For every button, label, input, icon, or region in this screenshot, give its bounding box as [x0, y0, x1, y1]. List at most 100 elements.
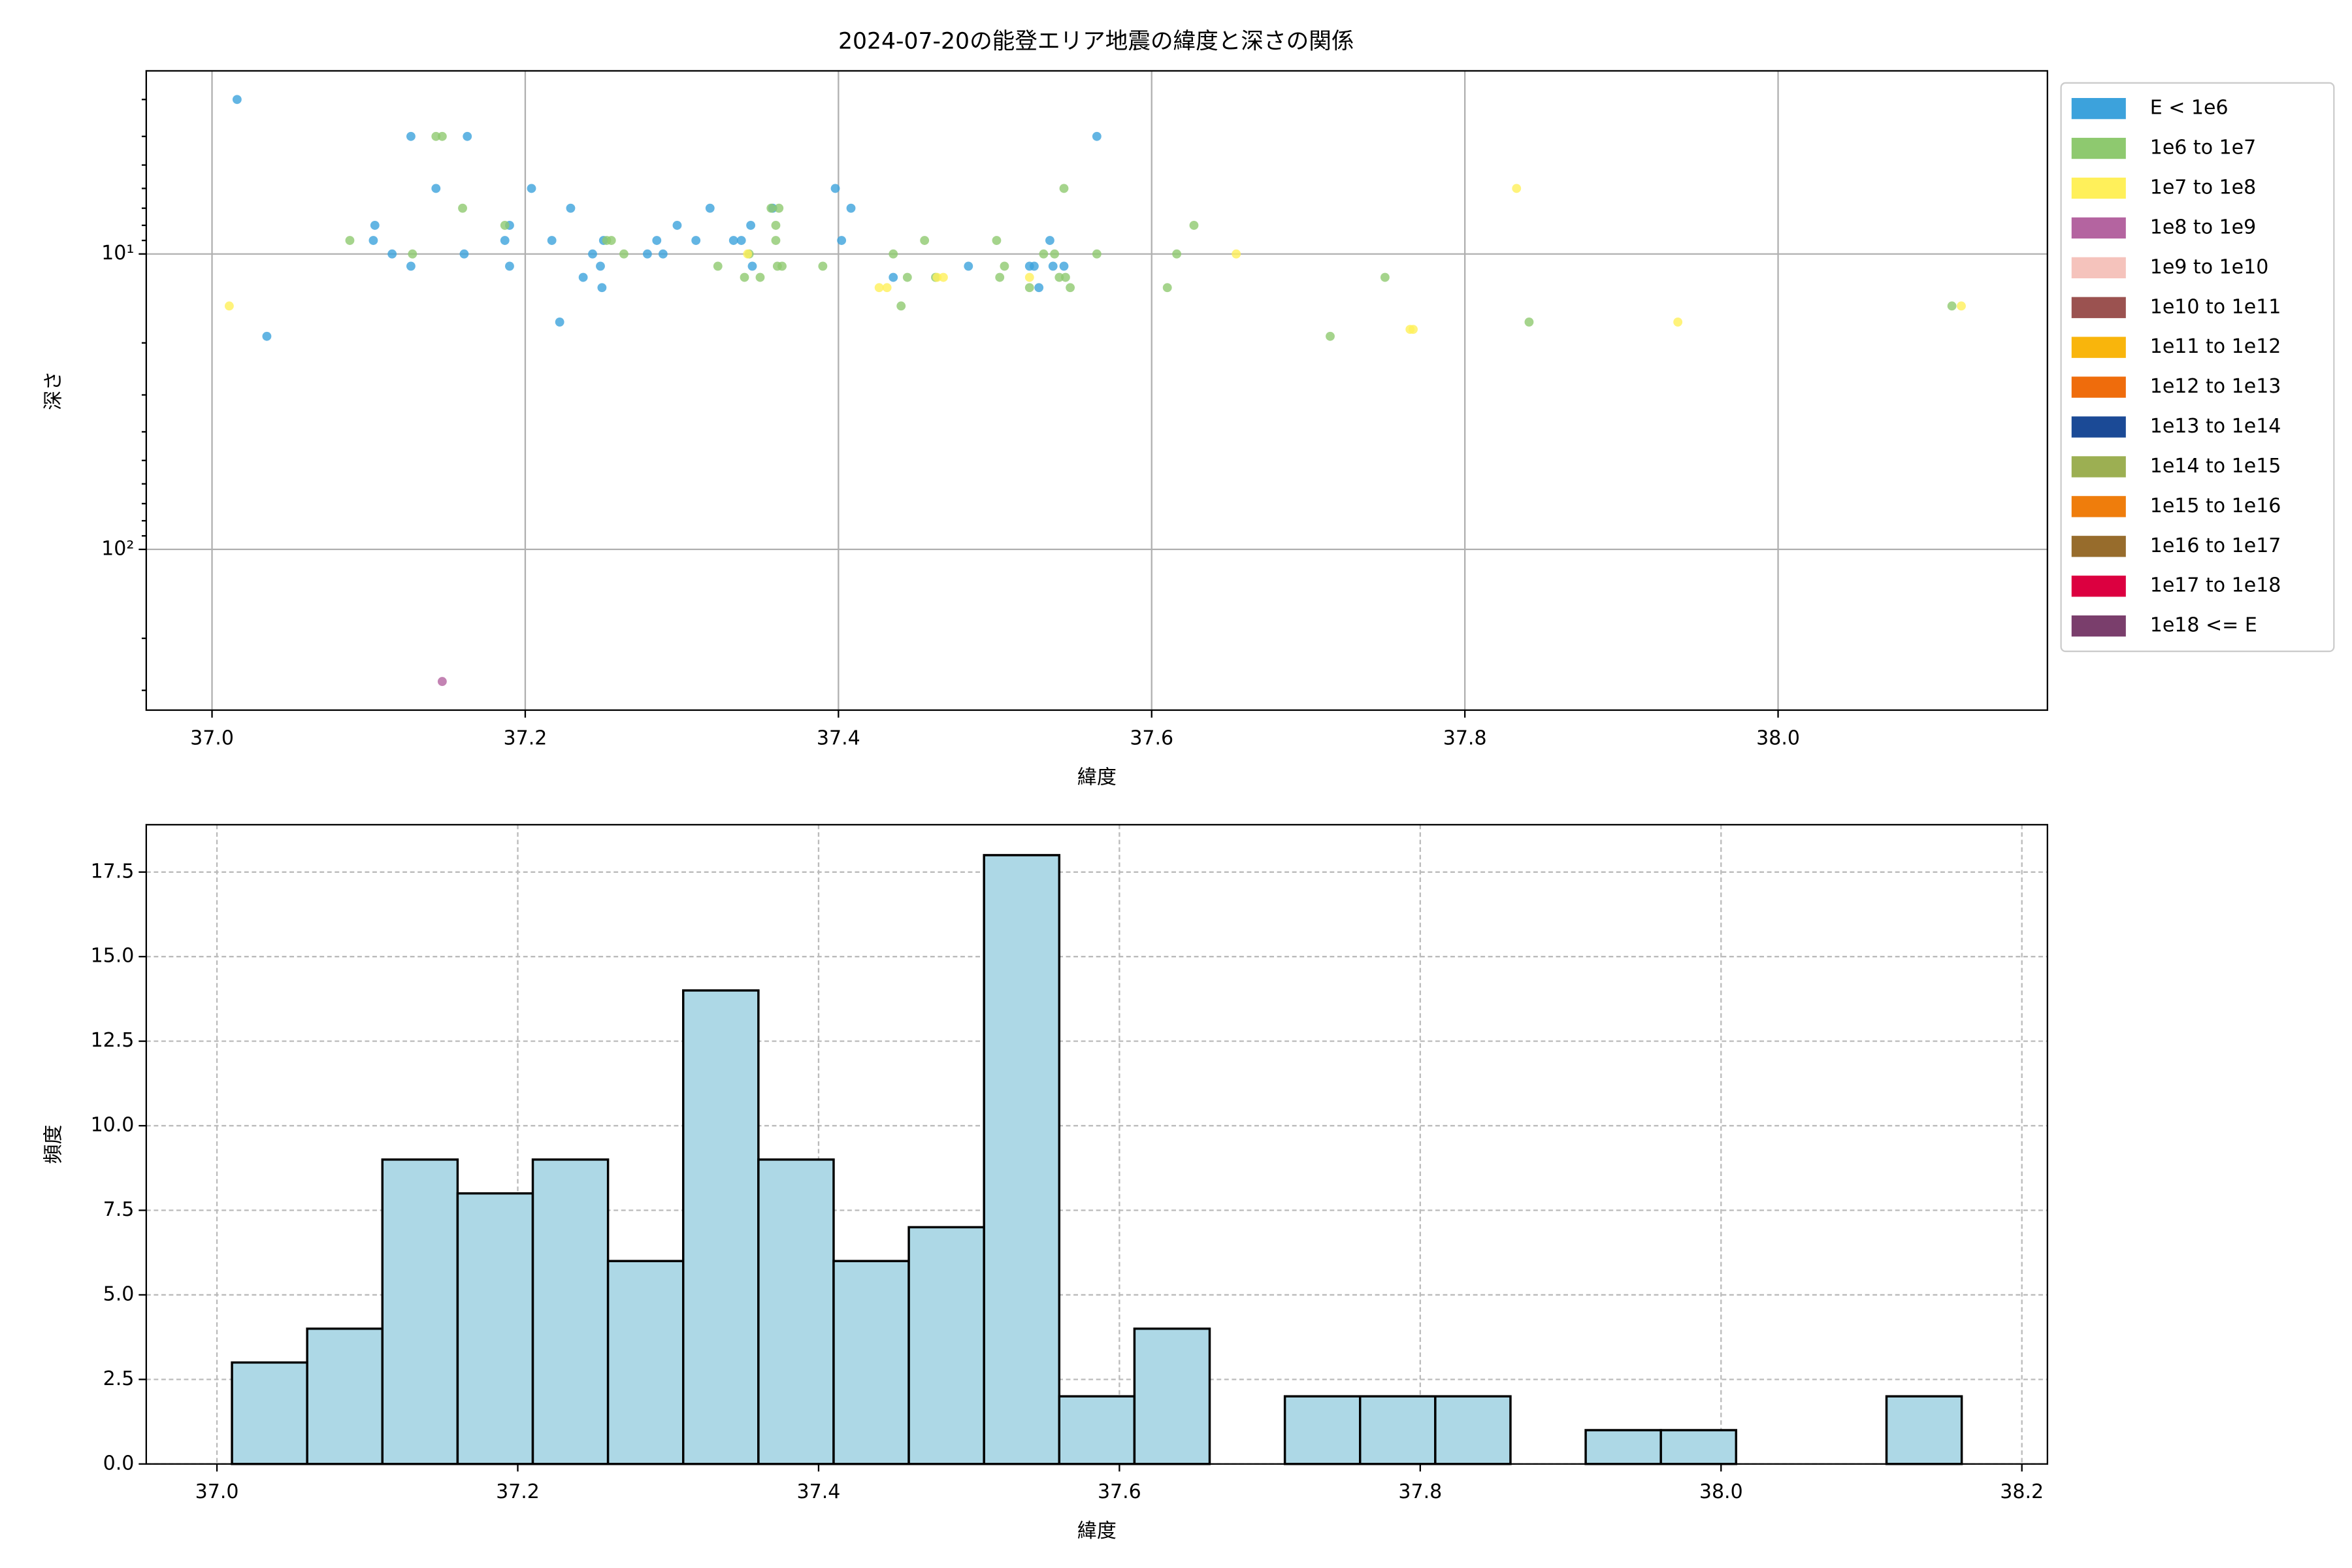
y-tick-label: 7.5 — [103, 1198, 135, 1221]
histogram-bar — [606, 1260, 685, 1465]
scatter-point — [771, 220, 781, 230]
legend-swatch — [2071, 137, 2126, 159]
scatter-point — [1066, 283, 1075, 293]
scatter-point — [830, 184, 840, 193]
scatter-point — [837, 236, 847, 245]
legend-label: 1e9 to 1e10 — [2150, 255, 2269, 278]
histogram-bar — [1283, 1395, 1362, 1465]
scatter-point — [578, 272, 588, 282]
histogram-bar — [1885, 1395, 1963, 1465]
histogram-bar — [983, 854, 1061, 1465]
scatter-point — [658, 249, 668, 259]
scatter-point — [992, 236, 1002, 245]
scatter-point — [889, 249, 898, 259]
scatter-point — [777, 261, 787, 271]
scatter-point — [1172, 249, 1182, 259]
legend-swatch — [2071, 336, 2126, 358]
legend-label: 1e13 to 1e14 — [2150, 415, 2281, 438]
histogram-bar — [381, 1158, 459, 1465]
scatter-point — [743, 249, 753, 259]
plot-frame — [145, 70, 2048, 711]
scatter-point — [896, 301, 906, 311]
legend-label: 1e7 to 1e8 — [2150, 176, 2256, 199]
scatter-point — [818, 261, 828, 271]
legend-label: 1e17 to 1e18 — [2150, 574, 2281, 597]
scatter-point — [755, 272, 765, 282]
scatter-point — [1059, 261, 1069, 271]
scatter-point — [939, 272, 948, 282]
x-tick-label: 37.6 — [1130, 727, 1173, 749]
scatter-point — [408, 249, 417, 259]
x-tick-label: 37.0 — [190, 727, 234, 749]
scatter-point — [1947, 301, 1957, 311]
y-tick-label: 0.0 — [103, 1452, 135, 1475]
scatter-point — [606, 236, 616, 245]
x-tick-label: 37.8 — [1398, 1480, 1442, 1503]
scatter-point — [1380, 272, 1390, 282]
legend-swatch — [2071, 297, 2126, 318]
scatter-point — [774, 203, 784, 213]
histogram-bar — [1659, 1429, 1738, 1465]
legend-label: 1e12 to 1e13 — [2150, 375, 2281, 398]
plot-frame — [145, 824, 2048, 1465]
scatter-point — [672, 220, 682, 230]
scatter-point — [368, 236, 378, 245]
histogram-bar — [757, 1158, 835, 1465]
histogram-bar — [682, 989, 760, 1465]
x-axis-label: 緯度 — [1077, 766, 1117, 789]
scatter-point — [1034, 283, 1044, 293]
scatter-point — [406, 131, 416, 141]
scatter-point — [1673, 318, 1683, 327]
x-tick-label: 37.2 — [504, 727, 547, 749]
scatter-point — [1024, 283, 1034, 293]
scatter-point — [771, 236, 781, 245]
scatter-point — [736, 236, 746, 245]
legend-swatch — [2071, 98, 2126, 120]
legend-swatch — [2071, 536, 2126, 557]
legend-swatch — [2071, 416, 2126, 438]
scatter-point — [1092, 131, 1102, 141]
legend-swatch — [2071, 376, 2126, 398]
scatter-point — [713, 261, 723, 271]
scatter-point — [964, 261, 973, 271]
scatter-point — [500, 236, 510, 245]
scatter-point — [1024, 272, 1034, 282]
y-axis-label: 頻度 — [42, 1125, 65, 1164]
y-tick-label: 10² — [101, 537, 134, 560]
scatter-point — [1162, 283, 1172, 293]
y-tick-label: 2.5 — [103, 1367, 135, 1390]
x-tick-label: 37.0 — [195, 1480, 239, 1503]
scatter-point — [555, 318, 564, 327]
scatter-point — [874, 283, 884, 293]
scatter-point — [437, 131, 447, 141]
legend-label: E < 1e6 — [2150, 97, 2229, 120]
scatter-point — [431, 184, 441, 193]
scatter-point — [1054, 272, 1064, 282]
chart-title: 2024-07-20の能登エリア地震の緯度と深さの関係 — [838, 29, 1354, 55]
x-tick-label: 37.6 — [1098, 1480, 1141, 1503]
legend-swatch — [2071, 576, 2126, 597]
scatter-point — [459, 249, 469, 259]
scatter-point — [1512, 184, 1522, 193]
scatter-point — [652, 236, 662, 245]
scatter-point — [691, 236, 701, 245]
scatter-point — [846, 203, 856, 213]
legend-swatch — [2071, 257, 2126, 278]
scatter-point — [1524, 318, 1534, 327]
scatter-point — [1000, 261, 1009, 271]
scatter-point — [547, 236, 557, 245]
scatter-point — [705, 203, 715, 213]
legend-label: 1e11 to 1e12 — [2150, 335, 2281, 358]
scatter-point — [588, 249, 597, 259]
scatter-point — [882, 283, 892, 293]
scatter-point — [1030, 261, 1039, 271]
x-tick-label: 37.8 — [1443, 727, 1487, 749]
scatter-point — [527, 184, 536, 193]
scatter-point — [1232, 249, 1241, 259]
scatter-point — [642, 249, 652, 259]
x-tick-label: 37.4 — [797, 1480, 841, 1503]
histogram-bar — [1133, 1327, 1211, 1465]
histogram-bar — [832, 1260, 910, 1465]
legend-label: 1e14 to 1e15 — [2150, 455, 2281, 478]
